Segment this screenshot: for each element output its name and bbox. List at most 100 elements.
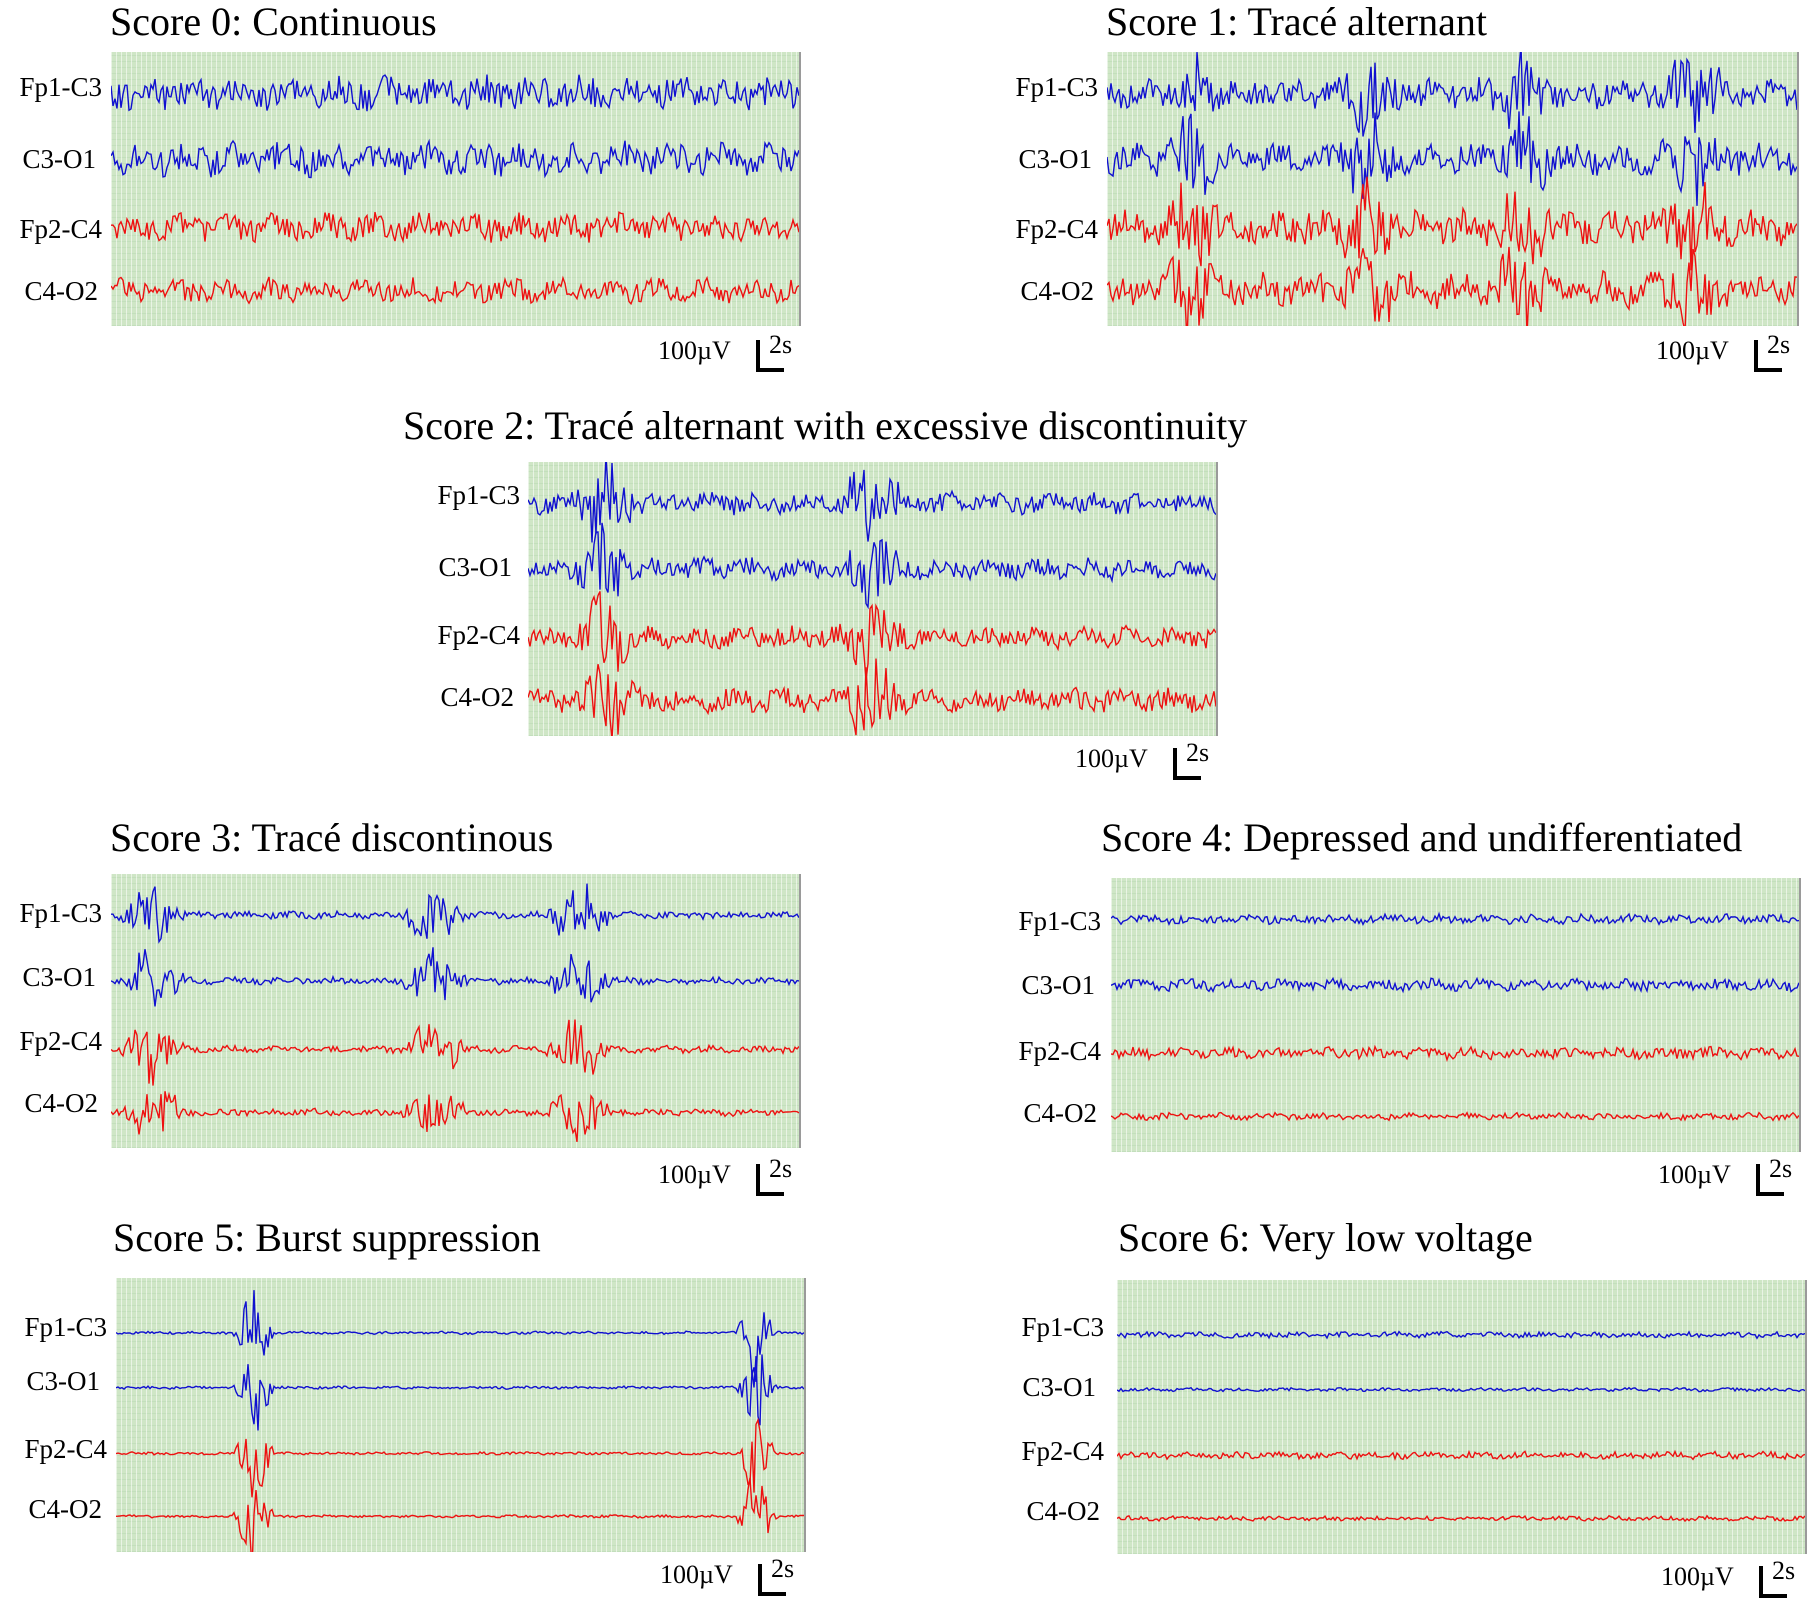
eeg-traces [528,462,1216,736]
channel-label-fp1-c3: Fp1-C3 [1021,1312,1104,1342]
scale-amplitude: 100µV [1075,744,1148,773]
trace-fp2-c4 [1111,1044,1799,1063]
scale-amplitude: 100µV [1656,336,1729,365]
trace-fp2-c4 [1117,1449,1805,1461]
scale-bar-icon [1759,1566,1787,1598]
panel-title: Score 5: Burst suppression [113,1215,541,1260]
scale-amplitude: 100µV [1658,1160,1731,1189]
eeg-traces [111,74,799,306]
channel-label-c3-o1: C3-O1 [26,1366,101,1396]
channel-label-c4-o2: C4-O2 [440,682,515,712]
panel-score-4: Score 4: Depressed and undifferentiated … [0,800,1810,1200]
channel-label-c3-o1: C3-O1 [22,144,97,174]
trace-c4-o2 [116,1477,804,1552]
channel-label-fp1-c3: Fp1-C3 [24,1312,107,1342]
panel-score-0: Score 0: Continuous Fp1-C3 C3-O1 Fp2-C4 … [0,0,810,380]
trace-c3-o1 [111,138,799,179]
trace-fp1-c3 [528,462,1216,543]
scale-time: 2s [1767,330,1791,359]
panel-title: Score 2: Tracé alternant with excessive … [403,403,1248,448]
channel-label-fp2-c4: Fp2-C4 [1018,1036,1101,1066]
panel-score-5: Score 5: Burst suppression Fp1-C3 C3-O1 … [0,1200,810,1602]
channel-label-c4-o2: C4-O2 [24,276,99,306]
scale-amplitude: 100µV [660,1560,733,1589]
trace-c3-o1 [1117,1386,1805,1393]
channel-label-c4-o2: C4-O2 [28,1494,103,1524]
scale-bar: 100µV 2s [660,1554,794,1596]
scale-time: 2s [1186,738,1210,767]
eeg-traces [1117,1330,1805,1523]
eeg-plot [1117,1280,1807,1554]
channel-label-fp1-c3: Fp1-C3 [1018,906,1101,936]
eeg-plot [1107,52,1799,326]
panel-score-6: Score 6: Very low voltage Fp1-C3 C3-O1 F… [0,1200,1810,1602]
channel-label-c4-o2: C4-O2 [24,1088,99,1118]
scale-time: 2s [769,1154,793,1183]
panel-title: Score 3: Tracé discontinous [110,815,554,860]
scale-bar: 100µV 2s [1658,1154,1792,1196]
channel-label-fp2-c4: Fp2-C4 [1015,214,1098,244]
channel-label-fp1-c3: Fp1-C3 [19,898,102,928]
eeg-plot [111,52,801,326]
trace-c4-o2 [528,658,1216,736]
panel-score-3: Score 3: Tracé discontinous Fp1-C3 C3-O1… [0,800,810,1200]
scale-bar-icon [756,340,784,372]
eeg-traces [1107,52,1797,326]
panel-title: Score 0: Continuous [110,0,437,44]
scale-time: 2s [1769,1154,1793,1183]
panel-title: Score 1: Tracé alternant [1106,0,1487,44]
channel-label-fp2-c4: Fp2-C4 [19,1026,102,1056]
scale-bar: 100µV 2s [1656,330,1790,372]
eeg-traces [111,883,799,1143]
trace-c4-o2 [1117,1514,1805,1523]
trace-c4-o2 [1107,246,1797,326]
eeg-traces [1111,911,1799,1122]
scale-amplitude: 100µV [658,336,731,365]
eeg-plot [116,1278,806,1552]
trace-c3-o1 [1111,976,1799,994]
channel-label-fp2-c4: Fp2-C4 [24,1434,107,1464]
scale-bar-icon [756,1164,784,1196]
scale-bar: 100µV 2s [1075,738,1209,780]
panel-title: Score 6: Very low voltage [1118,1215,1533,1260]
trace-fp2-c4 [111,211,799,244]
scale-amplitude: 100µV [658,1160,731,1189]
scale-time: 2s [1772,1556,1796,1585]
panel-title: Score 4: Depressed and undifferentiated [1101,815,1743,860]
panel-score-1: Score 1: Tracé alternant Fp1-C3 C3-O1 Fp… [0,0,1810,380]
scale-time: 2s [769,330,793,359]
channel-label-c3-o1: C3-O1 [1022,1372,1097,1402]
scale-bar: 100µV 2s [1661,1556,1795,1598]
trace-c3-o1 [1107,111,1797,206]
eeg-traces [116,1290,804,1552]
trace-c4-o2 [111,275,799,306]
channel-label-fp1-c3: Fp1-C3 [19,72,102,102]
channel-label-fp2-c4: Fp2-C4 [437,620,520,650]
trace-fp1-c3 [1107,52,1797,137]
trace-c3-o1 [116,1354,804,1431]
eeg-plot [111,874,801,1148]
channel-label-c3-o1: C3-O1 [438,552,513,582]
scale-bar-icon [1754,340,1782,372]
trace-fp1-c3 [111,74,799,112]
scale-bar-icon [1173,748,1201,780]
trace-fp2-c4 [116,1417,804,1498]
channel-label-c4-o2: C4-O2 [1023,1098,1098,1128]
scale-amplitude: 100µV [1661,1562,1734,1591]
channel-label-c3-o1: C3-O1 [1021,970,1096,1000]
eeg-plot [528,462,1218,736]
channel-label-c3-o1: C3-O1 [1018,144,1093,174]
channel-label-c4-o2: C4-O2 [1026,1496,1101,1526]
scale-time: 2s [771,1554,795,1583]
eeg-plot [1111,878,1801,1152]
trace-c3-o1 [111,947,799,1007]
channel-label-fp1-c3: Fp1-C3 [437,480,520,510]
channel-label-fp1-c3: Fp1-C3 [1015,72,1098,102]
panel-score-2: Score 2: Tracé alternant with excessive … [0,380,1810,790]
channel-label-fp2-c4: Fp2-C4 [1021,1436,1104,1466]
trace-c3-o1 [528,522,1216,610]
trace-fp1-c3 [1111,911,1799,927]
scale-bar-icon [1756,1164,1784,1196]
channel-label-c3-o1: C3-O1 [22,962,97,992]
trace-c4-o2 [111,1091,799,1143]
